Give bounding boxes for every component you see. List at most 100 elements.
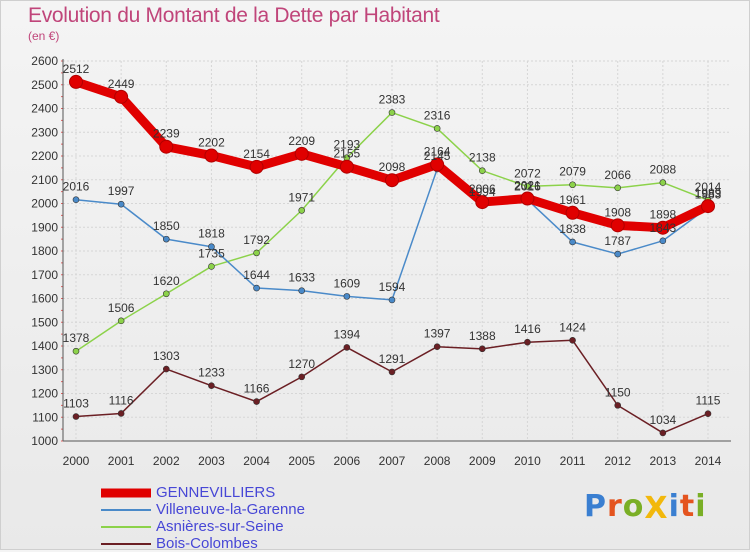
legend-item-villeneuve[interactable]: Villeneuve-la-Garenne [101,501,305,518]
x-tick-label: 2006 [334,454,361,468]
data-point [208,263,215,270]
legend: GENNEVILLIERS Villeneuve-la-Garenne Asni… [101,484,305,552]
data-point [614,184,622,192]
data-label: 1115 [696,394,721,408]
data-label: 2512 [63,62,90,76]
legend-item-bois-colombes[interactable]: Bois-Colombes [101,535,305,552]
data-point [72,347,80,355]
data-label: 1843 [650,221,677,235]
y-tick-label: 2600 [31,54,58,68]
x-tick-label: 2002 [153,454,180,468]
chart-subtitle: (en €) [28,29,60,43]
legend-item-asnieres[interactable]: Asnières-sur-Seine [101,518,305,535]
data-point [114,89,129,104]
data-label: 1116 [109,393,134,407]
data-label: 1103 [63,397,89,411]
x-tick-label: 2003 [198,454,225,468]
x-tick-label: 2014 [695,454,722,468]
data-point [294,146,309,161]
data-point [339,159,354,174]
data-point [72,413,80,420]
x-tick-label: 2005 [288,454,315,468]
y-tick-label: 1800 [31,244,58,258]
data-label: 1397 [424,327,451,341]
x-tick-label: 2011 [560,454,586,468]
data-label: 2016 [63,180,90,194]
logo-letter: i [668,489,680,524]
logo-letter: t [679,489,696,524]
data-label: 2202 [198,136,225,150]
data-label: 1388 [469,329,496,343]
data-point [298,207,306,214]
data-label: 2088 [650,163,677,177]
legend-item-gennevilliers[interactable]: GENNEVILLIERS [101,484,305,501]
y-tick-label: 1300 [31,363,58,377]
data-point [704,410,712,417]
data-label: 1291 [379,352,406,366]
y-tick-label: 2000 [31,197,58,211]
proxiti-logo: ProXiti [584,489,707,526]
x-tick-label: 2013 [650,454,677,468]
y-tick-label: 2100 [31,173,58,187]
axes: 1000 1100 1200 1300 1400 1500 1600 1700 1800 1900… [31,54,731,468]
legend-swatch [101,508,151,511]
data-point [162,290,170,298]
y-tick-label: 1500 [31,315,58,329]
data-point [72,196,80,203]
legend-swatch [101,525,151,528]
data-point [569,238,576,246]
data-label: 2316 [424,108,451,122]
data-point [117,410,125,417]
data-point [433,343,441,351]
data-label: 1994 [469,185,496,199]
data-label: 1989 [695,186,722,200]
data-label: 1735 [198,246,225,260]
data-label: 1983 [695,188,722,202]
y-tick-label: 1400 [31,339,58,353]
data-point [614,402,622,409]
logo-letter: i [695,489,707,524]
legend-label: Asnières-sur-Seine [156,518,284,535]
data-point [298,373,306,381]
data-point [388,296,396,304]
data-label: 1378 [63,331,90,345]
data-point [478,167,486,175]
data-point [253,284,260,292]
data-label: 2006 [469,182,496,196]
data-point [249,159,264,174]
data-label: 2209 [288,134,315,148]
data-label: 1908 [604,205,631,219]
data-label: 1034 [650,413,677,427]
series-gennevilliers [69,74,715,235]
data-point [117,317,125,325]
x-tick-label: 2007 [379,454,406,468]
data-point [208,243,215,251]
data-point [69,74,83,89]
data-label: 1609 [334,276,361,290]
data-point [614,250,622,258]
data-label: 1394 [334,327,361,341]
data-label: 2154 [243,147,270,161]
data-label: 2164 [424,145,451,159]
y-tick-label: 1000 [31,434,58,448]
legend-label: GENNEVILLIERS [156,484,276,501]
data-label: 1506 [108,301,135,315]
data-label: 1620 [153,274,180,288]
y-tick-label: 2400 [31,102,58,116]
data-label: 1850 [153,219,180,233]
data-point [430,157,445,172]
data-point [343,293,351,300]
data-point [298,287,306,294]
data-point [253,249,260,257]
data-label: 1961 [559,193,586,207]
data-label: 2138 [469,151,496,165]
x-tick-label: 2012 [604,454,631,468]
data-point [569,181,576,189]
logo-letter: X [644,491,669,526]
data-point [253,398,260,405]
legend-swatch [101,488,151,497]
data-point [524,183,531,190]
data-label: 1818 [198,227,225,241]
data-point [433,125,441,132]
x-tick-label: 2004 [243,454,270,468]
